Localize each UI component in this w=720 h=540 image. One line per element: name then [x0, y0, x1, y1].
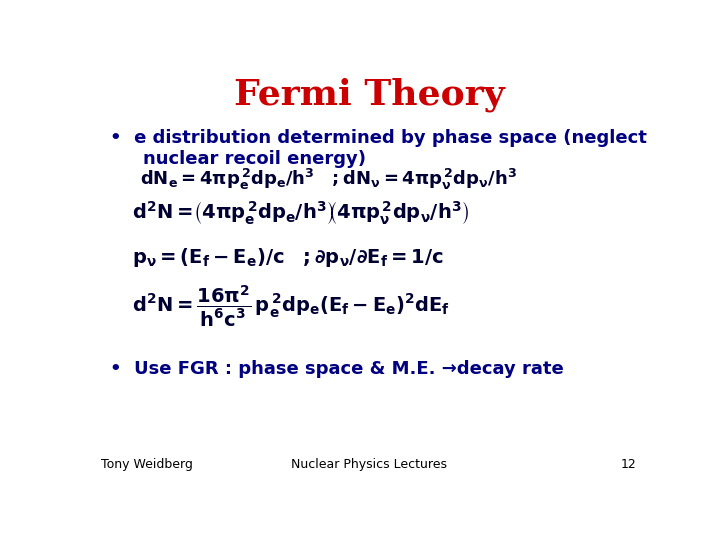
Text: Tony Weidberg: Tony Weidberg [101, 458, 193, 471]
Text: •  e distribution determined by phase space (neglect: • e distribution determined by phase spa… [109, 129, 647, 147]
Text: $\mathbf{d^2N = \dfrac{16\pi^2}{h^6 c^3}\, p_e^{\,2} dp_e (E_f - E_e)^2 dE_f}$: $\mathbf{d^2N = \dfrac{16\pi^2}{h^6 c^3}… [132, 283, 450, 328]
Text: 12: 12 [621, 458, 637, 471]
Text: Nuclear Physics Lectures: Nuclear Physics Lectures [291, 458, 447, 471]
Text: $\mathbf{p_{\nu} = (E_f - E_e)/c \quad ;\partial p_{\nu} / \partial E_f = 1/c}$: $\mathbf{p_{\nu} = (E_f - E_e)/c \quad ;… [132, 246, 444, 269]
Text: nuclear recoil energy): nuclear recoil energy) [143, 150, 366, 168]
Text: $\mathbf{d^2N = \!\left(4\pi p_e^{\,2} dp_e / h^3\right)\!\!\left(4\pi p_{\nu}^{: $\mathbf{d^2N = \!\left(4\pi p_e^{\,2} d… [132, 200, 469, 227]
Text: •  Use FGR : phase space & M.E. →decay rate: • Use FGR : phase space & M.E. →decay ra… [109, 360, 563, 378]
Text: Fermi Theory: Fermi Theory [233, 77, 505, 112]
Text: $\mathbf{dN_e = 4\pi p_e^{\,2} dp_e / h^3 \quad ;dN_{\nu} = 4\pi p_{\nu}^{\,2} d: $\mathbf{dN_e = 4\pi p_e^{\,2} dp_e / h^… [140, 167, 518, 192]
